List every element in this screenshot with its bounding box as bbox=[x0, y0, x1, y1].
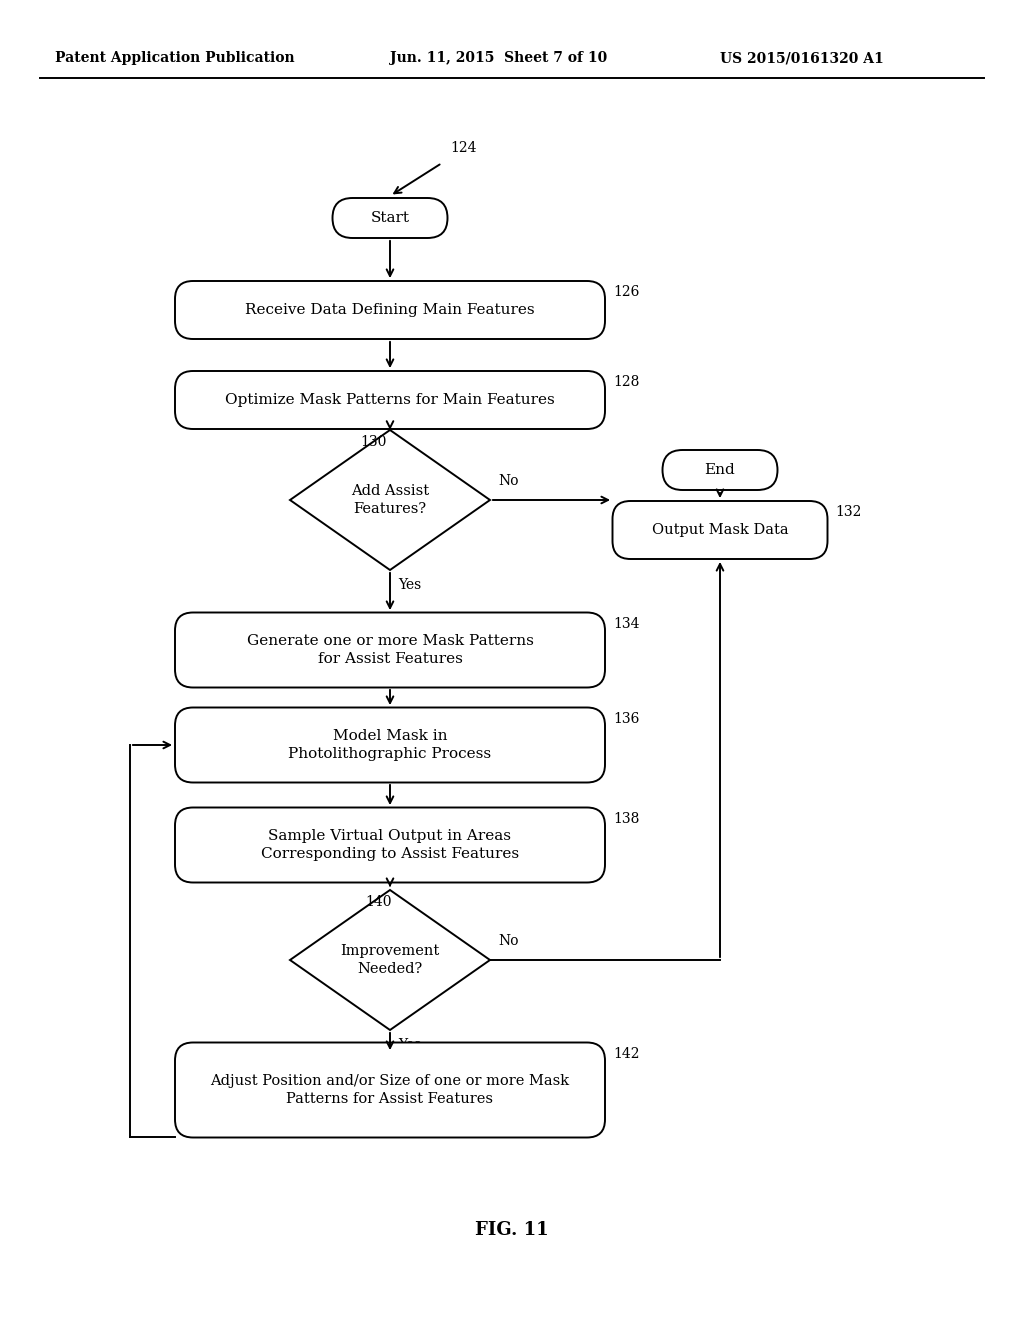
Text: 140: 140 bbox=[365, 895, 391, 909]
FancyBboxPatch shape bbox=[175, 1043, 605, 1138]
Text: No: No bbox=[498, 474, 518, 488]
Text: US 2015/0161320 A1: US 2015/0161320 A1 bbox=[720, 51, 884, 65]
Text: Generate one or more Mask Patterns
for Assist Features: Generate one or more Mask Patterns for A… bbox=[247, 634, 534, 667]
Text: Output Mask Data: Output Mask Data bbox=[651, 523, 788, 537]
FancyBboxPatch shape bbox=[175, 371, 605, 429]
Text: 136: 136 bbox=[613, 711, 639, 726]
Text: 128: 128 bbox=[613, 375, 639, 389]
Text: 130: 130 bbox=[360, 436, 386, 449]
Text: Sample Virtual Output in Areas
Corresponding to Assist Features: Sample Virtual Output in Areas Correspon… bbox=[261, 829, 519, 861]
Text: 126: 126 bbox=[613, 285, 639, 300]
Text: Receive Data Defining Main Features: Receive Data Defining Main Features bbox=[245, 304, 535, 317]
Text: 138: 138 bbox=[613, 812, 639, 826]
Polygon shape bbox=[290, 890, 490, 1030]
Text: Yes: Yes bbox=[398, 578, 421, 591]
Text: Optimize Mask Patterns for Main Features: Optimize Mask Patterns for Main Features bbox=[225, 393, 555, 407]
Text: Start: Start bbox=[371, 211, 410, 224]
Text: Improvement
Needed?: Improvement Needed? bbox=[340, 944, 439, 977]
Text: Model Mask in
Photolithographic Process: Model Mask in Photolithographic Process bbox=[289, 729, 492, 762]
Text: 142: 142 bbox=[613, 1047, 640, 1061]
Text: Patent Application Publication: Patent Application Publication bbox=[55, 51, 295, 65]
Text: 134: 134 bbox=[613, 616, 640, 631]
FancyBboxPatch shape bbox=[612, 502, 827, 558]
Text: No: No bbox=[498, 935, 518, 948]
FancyBboxPatch shape bbox=[333, 198, 447, 238]
Text: End: End bbox=[705, 463, 735, 477]
FancyBboxPatch shape bbox=[175, 808, 605, 883]
Text: Add Assist
Features?: Add Assist Features? bbox=[351, 484, 429, 516]
FancyBboxPatch shape bbox=[175, 708, 605, 783]
FancyBboxPatch shape bbox=[175, 612, 605, 688]
Text: FIG. 11: FIG. 11 bbox=[475, 1221, 549, 1239]
FancyBboxPatch shape bbox=[663, 450, 777, 490]
FancyBboxPatch shape bbox=[175, 281, 605, 339]
Text: 132: 132 bbox=[835, 506, 861, 519]
Text: Yes: Yes bbox=[398, 1038, 421, 1052]
Text: Adjust Position and/or Size of one or more Mask
Patterns for Assist Features: Adjust Position and/or Size of one or mo… bbox=[211, 1073, 569, 1106]
Text: Jun. 11, 2015  Sheet 7 of 10: Jun. 11, 2015 Sheet 7 of 10 bbox=[390, 51, 607, 65]
Text: 124: 124 bbox=[450, 141, 476, 154]
Polygon shape bbox=[290, 430, 490, 570]
